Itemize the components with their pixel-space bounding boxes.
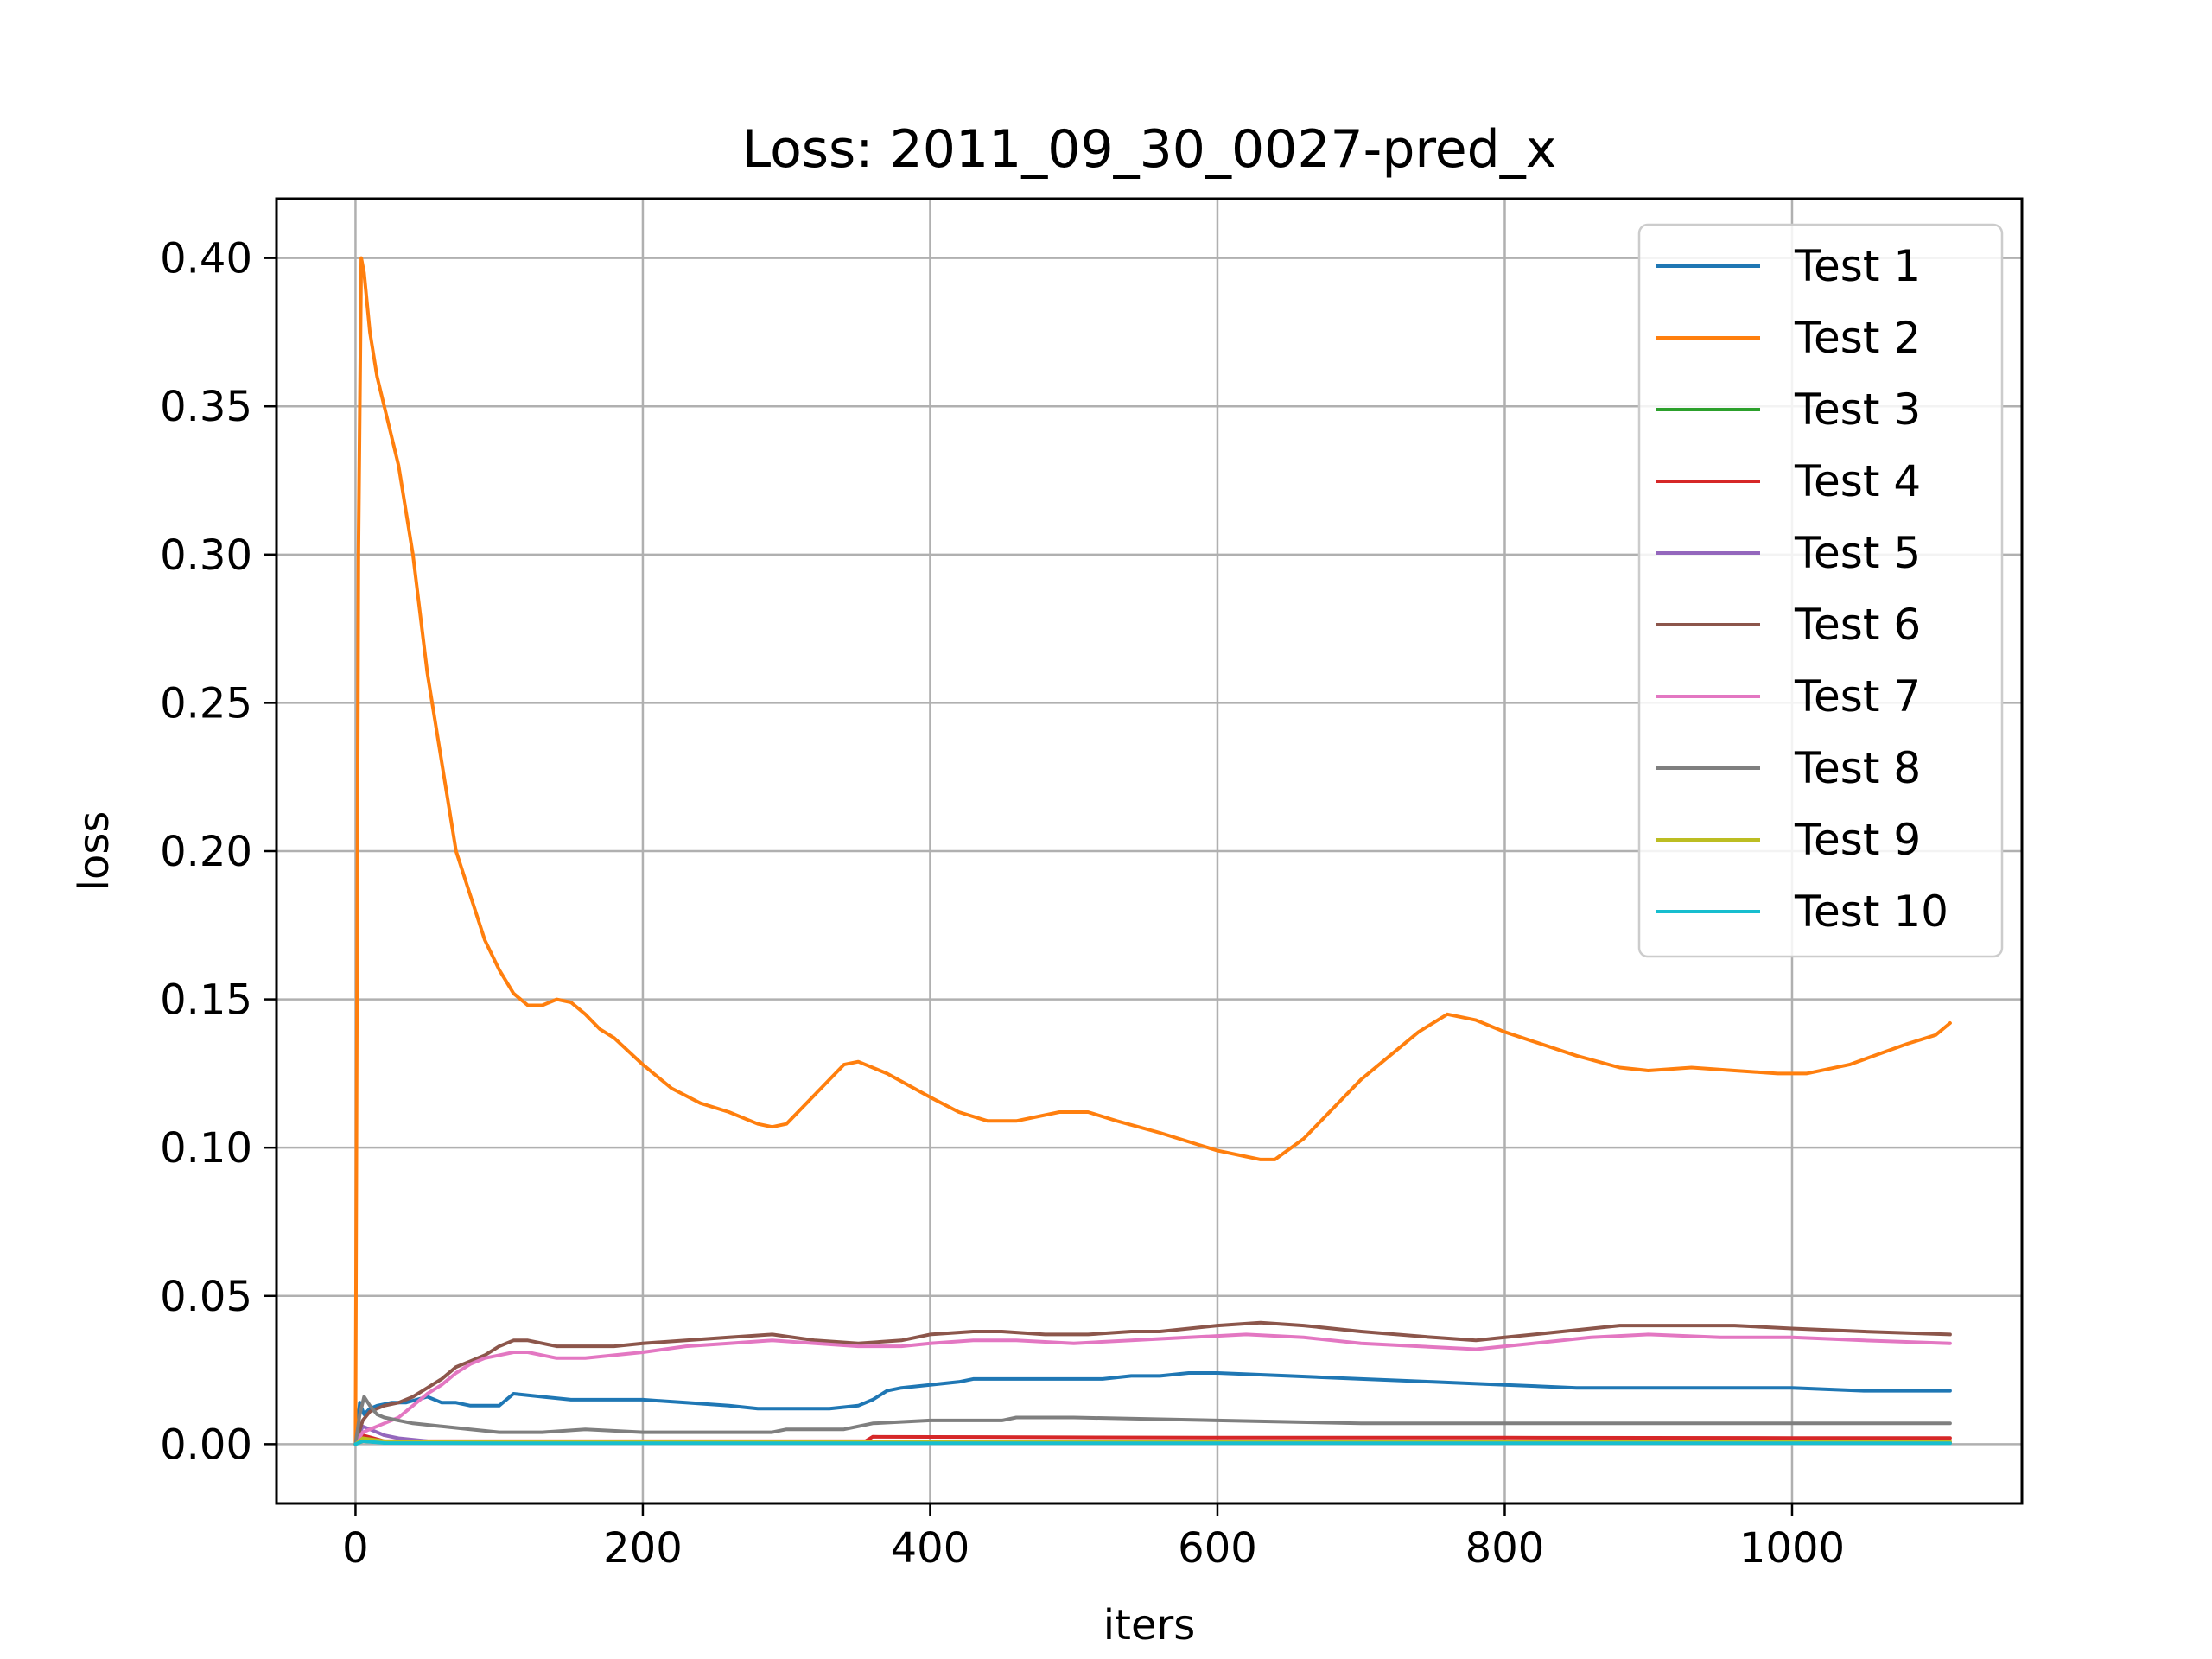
chart-title: Loss: 2011_09_30_0027-pred_x [742,119,1557,180]
y-tick-label: 0.15 [160,976,252,1025]
y-tick-label: 0.05 [160,1273,252,1321]
series-line-test-10 [353,1439,1952,1446]
legend-label-test-6: Test 6 [1794,600,1921,650]
legend-label-test-2: Test 2 [1794,313,1921,363]
x-tick-label: 600 [1178,1524,1257,1573]
y-tick-label: 0.40 [160,235,252,283]
x-tick-label: 1000 [1739,1524,1845,1573]
x-tick-label: 400 [891,1524,970,1573]
y-tick-label: 0.25 [160,679,252,728]
x-axis-label: iters [1103,1601,1195,1649]
y-axis-label: loss [70,811,118,892]
legend-label-test-3: Test 3 [1794,385,1921,435]
legend-label-test-9: Test 9 [1794,815,1921,865]
series-line-test-2 [353,256,1952,1446]
y-tick-label: 0.35 [160,383,252,431]
legend-label-test-4: Test 4 [1794,456,1921,506]
legend-label-test-8: Test 8 [1794,743,1921,793]
legend-label-test-5: Test 5 [1794,528,1921,578]
y-axis-ticks: 0.00 0.05 0.10 0.15 0.20 0.25 0.30 0.35 0.40 [160,235,276,1469]
series-line-test-8 [353,1395,1952,1446]
legend-label-test-7: Test 7 [1794,671,1921,721]
series-lines [353,256,1952,1446]
legend-label-test-1: Test 1 [1794,241,1921,291]
x-tick-label: 200 [603,1524,683,1573]
y-tick-label: 0.30 [160,531,252,580]
series-line-test-6 [353,1320,1952,1446]
x-tick-label: 800 [1465,1524,1545,1573]
legend-box [1637,223,2004,958]
y-tick-label: 0.20 [160,828,252,876]
legend: Test 1 Test 2 Test 3 Test 4 Test 5 Test 6 Test… [1637,223,2004,958]
x-tick-label: 0 [342,1524,369,1573]
y-tick-label: 0.10 [160,1124,252,1173]
series-line-test-7 [353,1332,1952,1446]
y-tick-label: 0.00 [160,1421,252,1469]
legend-label-test-10: Test 10 [1794,887,1948,937]
x-axis-ticks: 0 200 400 600 800 1000 [342,1503,1845,1573]
series-line-test-1 [353,1371,1952,1446]
